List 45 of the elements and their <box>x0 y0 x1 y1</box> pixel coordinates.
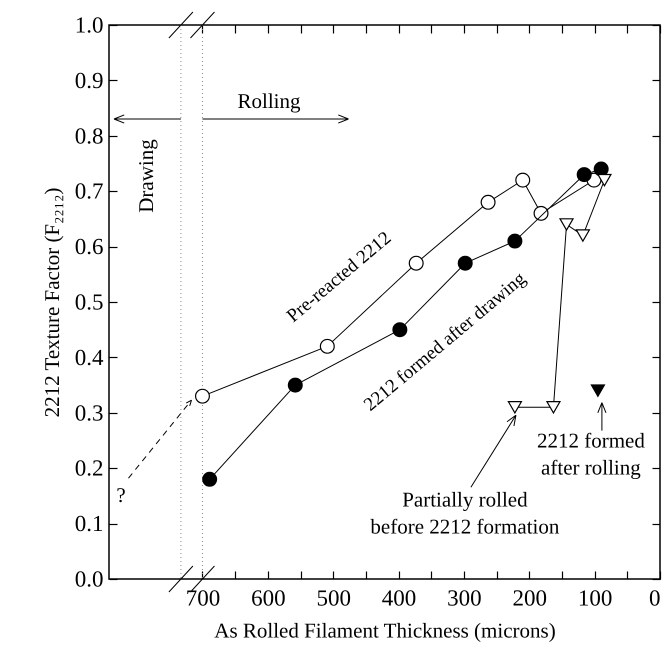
point <box>194 388 210 404</box>
point <box>508 401 522 414</box>
y-tick-label: 0.8 <box>74 123 104 148</box>
y-tick-label: 1.0 <box>74 12 104 38</box>
point <box>594 162 609 177</box>
point <box>202 472 218 487</box>
x-tick-label: 0 <box>649 586 660 610</box>
annotation: Drawing <box>134 138 158 213</box>
y-tick-label: 0.6 <box>74 234 104 260</box>
x-tick-label: 700 <box>186 586 220 610</box>
point <box>458 256 473 271</box>
point <box>515 172 530 188</box>
point <box>288 378 303 393</box>
x-tick-label: 400 <box>382 586 416 610</box>
point <box>392 322 408 338</box>
annotation: 2212 formed after rolling <box>536 428 646 480</box>
y-tick-label: 0.0 <box>74 566 104 592</box>
y-tick-label: 0.7 <box>74 178 104 204</box>
annotation: ? <box>116 483 126 507</box>
x-tick-label: 100 <box>578 586 612 610</box>
x-tick-label: 200 <box>512 586 548 610</box>
point <box>534 206 549 221</box>
point <box>408 256 424 271</box>
point <box>597 174 612 186</box>
y-tick-label: 0.4 <box>74 344 104 370</box>
x-tick-label: 600 <box>251 586 286 610</box>
y-axis-title: 2212 Texture Factor (F₂₂₁₂) <box>40 188 64 418</box>
y-tick-label: 0.1 <box>74 511 104 536</box>
point <box>480 194 496 210</box>
point <box>590 384 606 397</box>
point <box>507 234 522 249</box>
point <box>320 338 335 354</box>
y-tick-label: 0.3 <box>74 400 104 426</box>
x-tick-label: 300 <box>447 586 482 610</box>
x-axis-title: As Rolled Filament Thickness (microns) <box>214 618 556 642</box>
y-tick-label: 0.5 <box>74 290 104 314</box>
x-tick-label: 500 <box>316 586 351 610</box>
y-tick-label: 0.9 <box>74 68 104 93</box>
annotation: Partially rolled before 2212 formation <box>370 487 560 538</box>
point <box>576 229 590 242</box>
annotation: Rolling <box>237 89 301 113</box>
y-tick-label: 0.2 <box>74 456 104 481</box>
point <box>546 401 561 414</box>
point <box>576 167 592 182</box>
point <box>559 218 574 231</box>
